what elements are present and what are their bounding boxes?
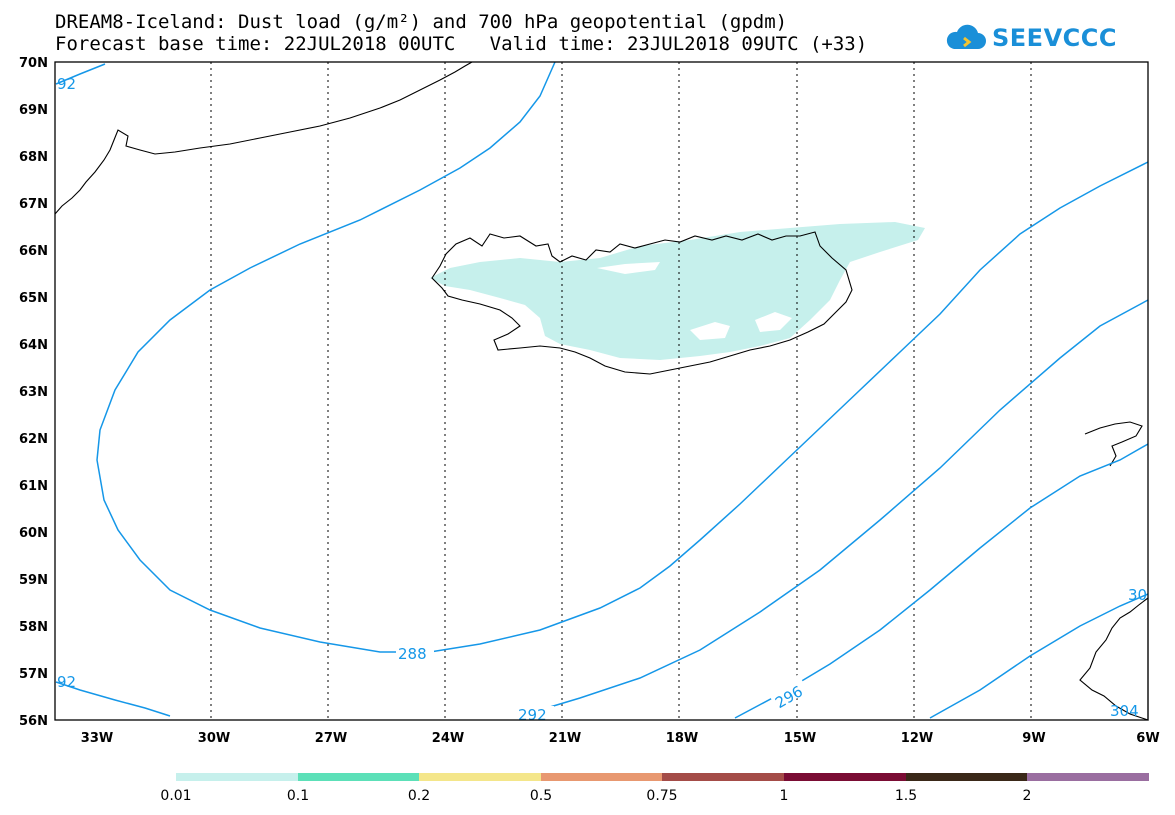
colorbar-swatch (419, 773, 541, 781)
colorbar-swatch (176, 773, 298, 781)
lon-label: 27W (315, 731, 347, 746)
chart-title: DREAM8-Iceland: Dust load (g/m²) and 700… (55, 11, 788, 33)
contour-label: 92 (57, 75, 76, 93)
colorbar-swatch (1027, 773, 1149, 781)
lon-label: 15W (784, 731, 816, 746)
colorbar-label: 0.2 (408, 788, 430, 804)
lat-label: 68N (19, 150, 48, 165)
contour-288 (96, 61, 1149, 653)
lat-label: 57N (19, 667, 48, 682)
coast-greenland (54, 61, 473, 215)
colorbar-swatch (298, 773, 419, 781)
lat-label: 60N (19, 526, 48, 541)
coast-iceland (431, 231, 853, 375)
dust-gap (597, 262, 660, 274)
dust-area-iceland (430, 222, 925, 360)
contour-300 (929, 593, 1149, 719)
lat-label: 59N (19, 573, 48, 588)
lon-label: 33W (81, 731, 113, 746)
colorbar-label: 1 (780, 788, 789, 804)
dust-gap (755, 312, 792, 332)
lat-label: 65N (19, 291, 48, 306)
lon-label: 24W (432, 731, 464, 746)
contour-296 (734, 443, 1149, 719)
contour-292-north (55, 63, 106, 85)
lon-gridlines (210, 62, 1032, 720)
colorbar-swatch (784, 773, 906, 781)
lat-label: 62N (19, 432, 48, 447)
contour-292 (519, 299, 1149, 717)
lat-label: 56N (19, 714, 48, 729)
coast-faroe (1084, 421, 1143, 467)
lon-label: 30W (198, 731, 230, 746)
geopotential-contours (55, 61, 1149, 719)
lat-labels: 70N 69N 68N 67N 66N 65N 64N 63N 62N 61N … (19, 56, 48, 729)
lat-label: 63N (19, 385, 48, 400)
lon-label: 6W (1136, 731, 1159, 746)
colorbar-swatch (541, 773, 662, 781)
coast-scotland (1079, 596, 1149, 721)
lon-label: 12W (901, 731, 933, 746)
colorbar-label: 2 (1023, 788, 1032, 804)
colorbar-swatch (906, 773, 1027, 781)
colorbar-label: 0.75 (646, 788, 677, 804)
lat-label: 64N (19, 338, 48, 353)
contour-label: 288 (398, 645, 427, 663)
chart-subtitle: Forecast base time: 22JUL2018 00UTC Vali… (55, 33, 868, 55)
colorbar-swatch (662, 773, 784, 781)
colorbar-label: 0.01 (160, 788, 191, 804)
cloud-icon (946, 24, 986, 49)
contour-label: 92 (57, 673, 76, 691)
lon-label: 18W (666, 731, 698, 746)
colorbar-label: 0.5 (530, 788, 552, 804)
colorbar-label: 0.1 (287, 788, 309, 804)
colorbar: 0.01 0.1 0.2 0.5 0.75 1 1.5 2 (160, 773, 1149, 804)
contour-label: 304 (1110, 702, 1139, 720)
coastlines (54, 61, 1149, 721)
lat-label: 70N (19, 56, 48, 71)
map-border (54, 61, 1149, 721)
contour-label: 30 (1128, 586, 1147, 604)
seevccc-logo: SEEVCCC (944, 20, 1117, 56)
lat-label: 66N (19, 244, 48, 259)
lon-label: 9W (1022, 731, 1045, 746)
logo-text: SEEVCCC (992, 24, 1117, 52)
lat-label: 67N (19, 197, 48, 212)
lon-labels: 33W 30W 27W 24W 21W 18W 15W 12W 9W 6W (81, 731, 1160, 746)
lon-label: 21W (549, 731, 581, 746)
contour-label: 292 (518, 706, 547, 724)
contour-292-south (55, 681, 171, 717)
lat-label: 58N (19, 620, 48, 635)
lat-label: 61N (19, 479, 48, 494)
lat-label: 69N (19, 103, 48, 118)
colorbar-label: 1.5 (895, 788, 917, 804)
map-panel: 288 292 296 92 92 30 304 (54, 61, 1149, 724)
dust-gap (690, 322, 730, 340)
